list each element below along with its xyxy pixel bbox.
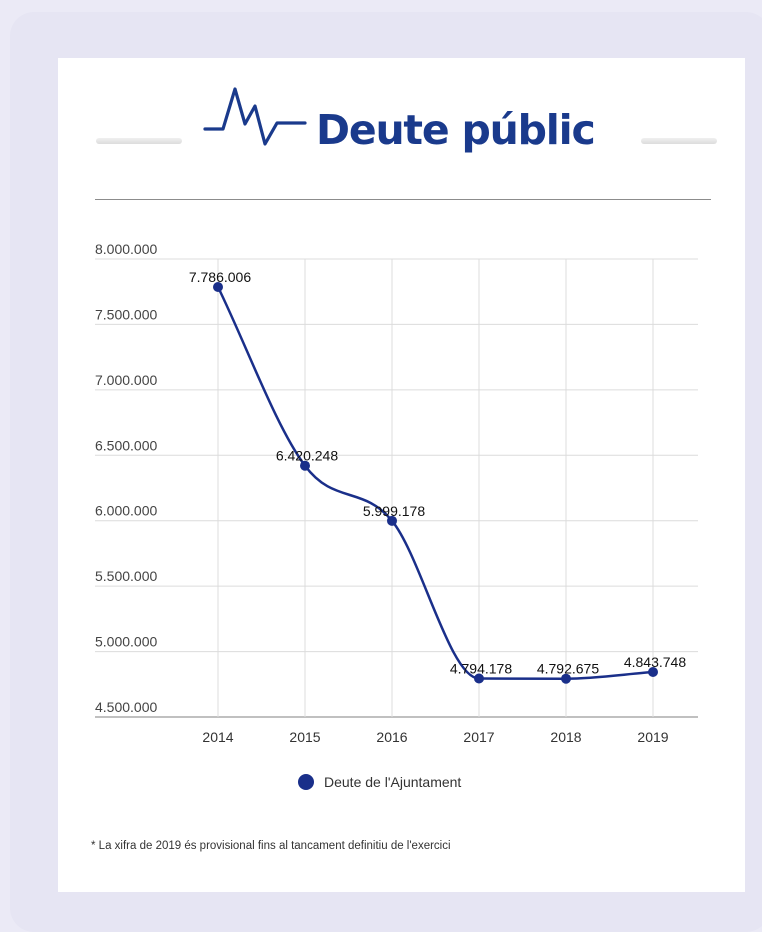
x-tick-label: 2018 (550, 729, 581, 745)
page-title: Deute públic (316, 106, 596, 154)
x-tick-label: 2014 (202, 729, 233, 745)
chart-legend: Deute de l'Ajuntament (298, 774, 461, 790)
y-tick-label: 6.000.000 (95, 503, 157, 519)
data-point (474, 673, 484, 684)
y-tick-label: 5.500.000 (95, 568, 157, 584)
legend-label: Deute de l'Ajuntament (324, 774, 462, 790)
y-tick-label: 4.500.000 (95, 699, 157, 715)
data-label: 6.420.248 (276, 448, 338, 464)
page-frame: Deute públic 4.500.000 5.000.000 5.500.000… (10, 12, 762, 932)
header-decoration-left (96, 138, 182, 144)
header-decoration-right (641, 138, 717, 144)
footnote: * La xifra de 2019 és provisional fins a… (91, 840, 451, 852)
data-label: 4.792.675 (537, 661, 599, 677)
y-tick-label: 7.500.000 (95, 306, 157, 322)
heartbeat-icon (203, 87, 307, 146)
legend-marker (298, 774, 314, 790)
x-tick-label: 2017 (463, 729, 494, 745)
x-tick-label: 2015 (289, 729, 320, 745)
data-label: 4.843.748 (624, 654, 686, 670)
data-point (213, 282, 223, 293)
title-divider (95, 199, 711, 200)
x-tick-label: 2016 (376, 729, 407, 745)
data-label: 5.999.178 (363, 503, 425, 519)
y-tick-label: 6.500.000 (95, 437, 157, 453)
y-tick-label: 8.000.000 (95, 241, 157, 257)
data-label: 7.786.006 (189, 269, 251, 285)
data-point (648, 667, 658, 678)
series-line (216, 286, 654, 680)
x-tick-label: 2019 (637, 729, 668, 745)
data-point (561, 673, 571, 684)
line-chart: 4.500.000 5.000.000 5.500.000 6.000.000 6.50… (95, 241, 698, 745)
infographic-card: Deute públic 4.500.000 5.000.000 5.500.000… (58, 58, 745, 892)
data-label: 4.794.178 (450, 661, 512, 677)
data-point (387, 515, 397, 526)
data-point (300, 460, 310, 471)
y-tick-label: 5.000.000 (95, 634, 157, 650)
y-tick-label: 7.000.000 (95, 372, 157, 388)
